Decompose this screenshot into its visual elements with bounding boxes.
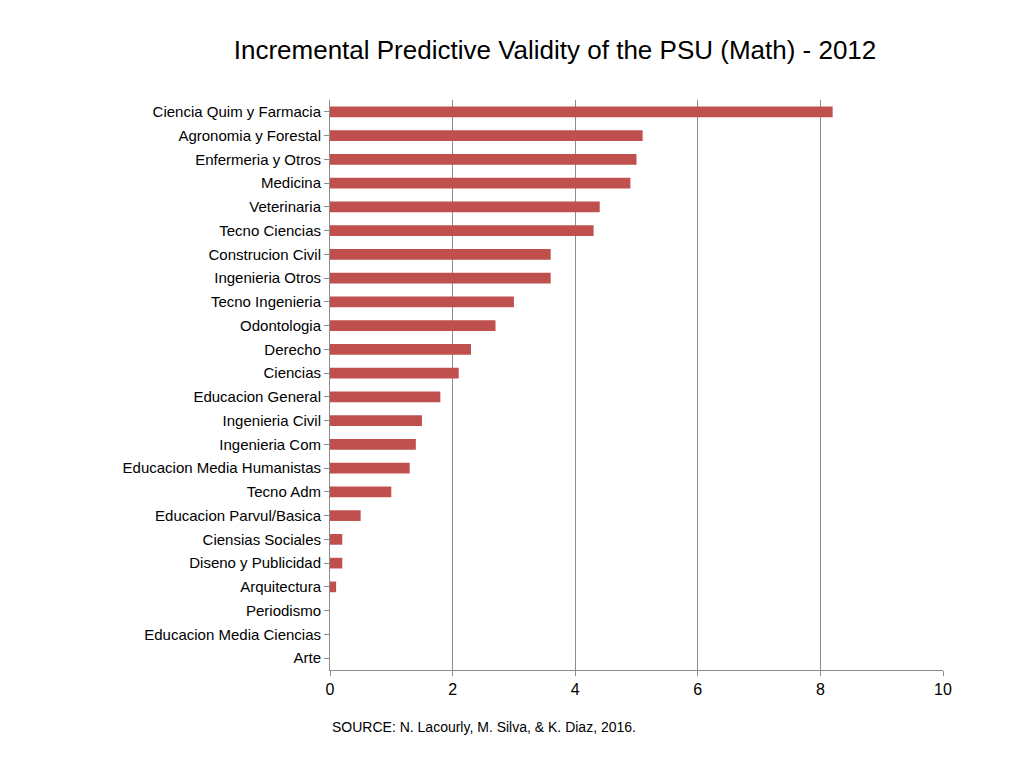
svg-text:8: 8 [816,681,825,698]
svg-text:Ciencia Quim y Farmacia: Ciencia Quim y Farmacia [153,103,322,120]
svg-text:Periodismo: Periodismo [246,602,321,619]
svg-text:4: 4 [571,681,580,698]
svg-text:Odontologia: Odontologia [240,317,322,334]
svg-text:Tecno Ingenieria: Tecno Ingenieria [211,293,322,310]
svg-text:Derecho: Derecho [264,341,321,358]
svg-text:Construcion Civil: Construcion Civil [208,246,321,263]
svg-text:Ciensias Sociales: Ciensias Sociales [203,531,321,548]
svg-text:Medicina: Medicina [261,174,322,191]
svg-text:Enfermeria y Otros: Enfermeria y Otros [195,151,321,168]
svg-text:Agronomia y Forestal: Agronomia y Forestal [178,127,321,144]
svg-text:Ingenieria Com: Ingenieria Com [219,436,321,453]
svg-text:Educacion Media Humanistas: Educacion Media Humanistas [123,459,321,476]
svg-text:Tecno Adm: Tecno Adm [247,483,321,500]
svg-text:Ciencias: Ciencias [263,364,321,381]
svg-text:Incremental Predictive Validit: Incremental Predictive Validity of the P… [234,35,877,65]
svg-text:SOURCE: N. Lacourly, M. Silva,: SOURCE: N. Lacourly, M. Silva, & K. Diaz… [332,719,636,735]
svg-text:Veterinaria: Veterinaria [249,198,321,215]
svg-text:Arquitectura: Arquitectura [240,578,322,595]
svg-text:10: 10 [934,681,952,698]
svg-text:Arte: Arte [293,649,321,666]
svg-text:2: 2 [448,681,457,698]
svg-text:Educacion Media Ciencias: Educacion Media Ciencias [144,626,321,643]
svg-text:Ingenieria Otros: Ingenieria Otros [214,269,321,286]
svg-text:0: 0 [326,681,335,698]
svg-text:6: 6 [693,681,702,698]
svg-text:Educacion Parvul/Basica: Educacion Parvul/Basica [155,507,322,524]
svg-text:Diseno y Publicidad: Diseno y Publicidad [189,554,321,571]
svg-text:Tecno Ciencias: Tecno Ciencias [219,222,321,239]
svg-text:Ingenieria Civil: Ingenieria Civil [223,412,321,429]
svg-text:Educacion General: Educacion General [193,388,321,405]
